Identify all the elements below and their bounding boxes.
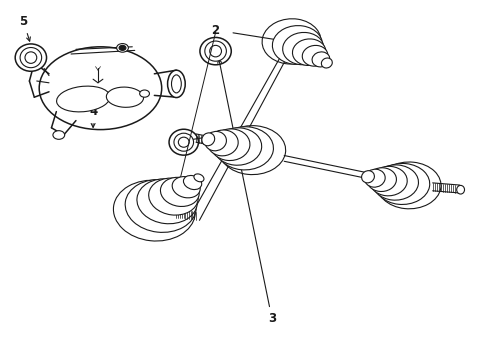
Ellipse shape	[20, 48, 42, 68]
Ellipse shape	[272, 26, 322, 64]
Circle shape	[53, 131, 65, 139]
Ellipse shape	[362, 171, 374, 183]
Ellipse shape	[148, 178, 198, 215]
Text: 2: 2	[212, 24, 220, 37]
Ellipse shape	[200, 37, 231, 65]
Ellipse shape	[367, 168, 396, 192]
Ellipse shape	[168, 70, 185, 98]
Ellipse shape	[370, 166, 407, 196]
Ellipse shape	[210, 45, 221, 57]
Ellipse shape	[160, 177, 199, 207]
Ellipse shape	[183, 175, 202, 190]
Ellipse shape	[302, 45, 328, 66]
Circle shape	[119, 45, 126, 50]
Ellipse shape	[219, 126, 286, 175]
Ellipse shape	[457, 185, 465, 194]
Ellipse shape	[365, 169, 385, 187]
Text: 5: 5	[179, 129, 224, 143]
Ellipse shape	[217, 127, 273, 170]
Ellipse shape	[172, 176, 200, 198]
Ellipse shape	[372, 165, 418, 200]
Ellipse shape	[15, 44, 47, 71]
Text: 3: 3	[218, 59, 276, 325]
Ellipse shape	[205, 131, 226, 151]
Ellipse shape	[375, 163, 430, 204]
Ellipse shape	[39, 47, 162, 130]
Text: 4: 4	[89, 105, 97, 127]
Ellipse shape	[211, 129, 250, 161]
Ellipse shape	[312, 52, 330, 67]
Text: 5: 5	[20, 15, 30, 41]
Ellipse shape	[25, 52, 37, 63]
Ellipse shape	[169, 129, 198, 155]
Ellipse shape	[202, 133, 215, 146]
Circle shape	[117, 44, 128, 52]
Ellipse shape	[106, 87, 144, 107]
Circle shape	[140, 90, 149, 97]
Text: 1: 1	[374, 173, 403, 190]
Ellipse shape	[205, 41, 226, 61]
Ellipse shape	[293, 39, 326, 66]
Ellipse shape	[194, 174, 204, 182]
Ellipse shape	[172, 75, 181, 93]
Ellipse shape	[377, 162, 441, 209]
Ellipse shape	[178, 137, 189, 147]
Ellipse shape	[208, 130, 238, 156]
Ellipse shape	[262, 19, 321, 64]
Ellipse shape	[321, 58, 332, 68]
Ellipse shape	[125, 179, 196, 233]
Ellipse shape	[113, 180, 196, 241]
Ellipse shape	[283, 32, 324, 65]
Ellipse shape	[174, 133, 194, 151]
Ellipse shape	[56, 86, 110, 112]
Ellipse shape	[137, 179, 197, 224]
Ellipse shape	[214, 128, 262, 165]
